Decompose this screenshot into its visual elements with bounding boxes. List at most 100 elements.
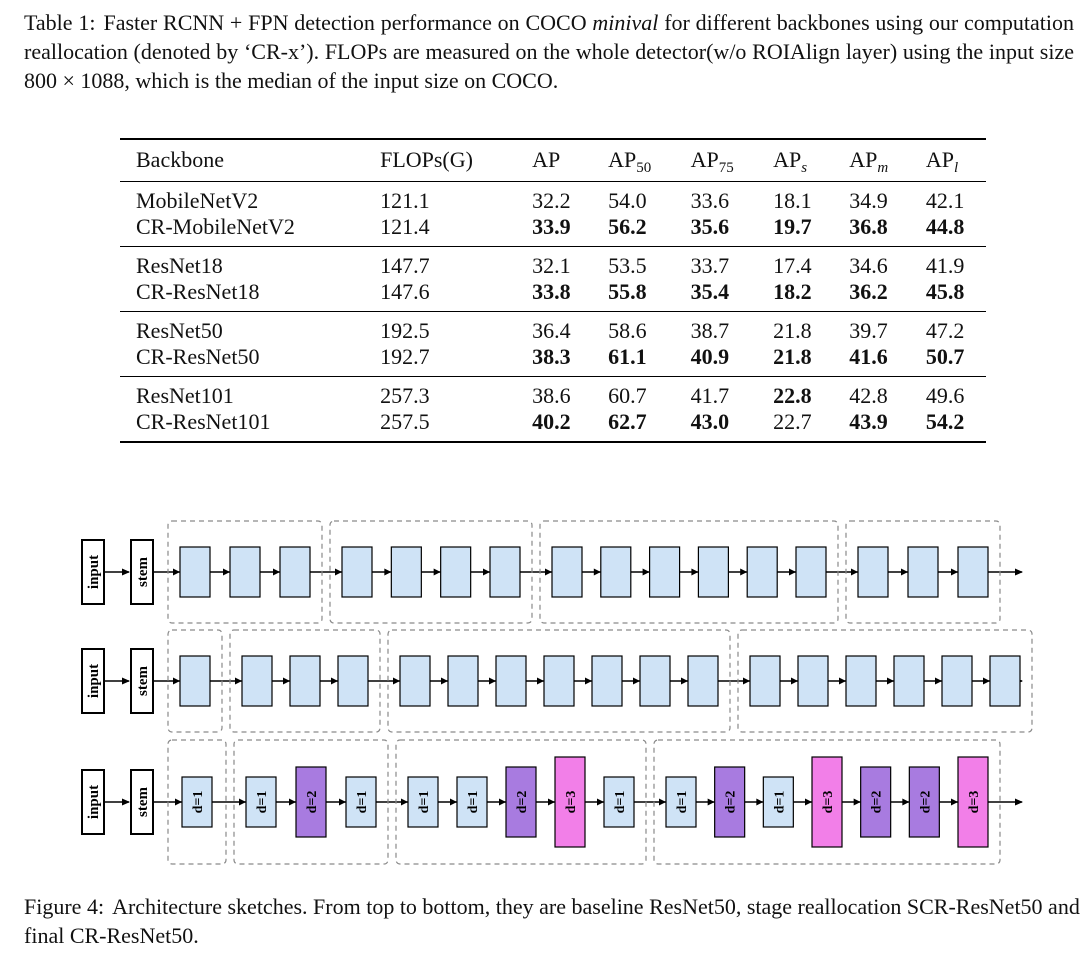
results-table: Backbone FLOPs(G) AP AP50 AP75 APs APm A… [120, 138, 986, 443]
block-arrowhead [384, 568, 392, 576]
cell-backbone: ResNet50 [136, 317, 223, 343]
cell-apl: 44.8 [925, 213, 965, 239]
block-arrowhead [805, 798, 812, 806]
block-plain [989, 655, 1021, 707]
table-row: MobileNetV2 121.1 32.2 54.0 33.6 18.1 34… [120, 181, 986, 214]
figure-caption-text: Architecture sketches. From top to botto… [24, 894, 1080, 948]
header-apl-main: AP [925, 147, 955, 173]
cell-ap75: 35.6 [690, 213, 730, 239]
table-group-resnet50: ResNet50 192.5 36.4 58.6 38.7 21.8 39.7 … [120, 311, 986, 376]
table-caption: Table 1: Faster RCNN + FPN detection perf… [24, 8, 1074, 95]
cell-aps: 21.8 [773, 317, 812, 343]
cell-aps: 18.2 [773, 278, 812, 304]
block-arrowhead [175, 798, 182, 806]
block-arrowhead [681, 677, 688, 685]
cell-apm: 39.7 [849, 317, 888, 343]
arch-row-stage-reallocation-scr-resnet50: input stem [81, 629, 1033, 733]
block-arrowhead [983, 677, 990, 685]
block-arrowhead [597, 798, 604, 806]
block-arrowhead [740, 568, 748, 576]
block-d3 [554, 756, 586, 848]
figure-caption: Figure 4: Architecture sketches. From top… [24, 892, 1080, 950]
cell-flops: 147.7 [380, 252, 430, 278]
block-plain [341, 546, 373, 598]
stem-label: stem [135, 557, 151, 587]
cell-ap75: 40.9 [690, 343, 730, 369]
block-arrowhead [839, 677, 846, 685]
header-aps-main: AP [773, 147, 802, 173]
cell-flops: 121.4 [380, 213, 430, 239]
cell-ap: 32.2 [532, 187, 571, 213]
cell-ap: 32.1 [532, 252, 571, 278]
cell-apm: 41.6 [849, 343, 888, 369]
table-caption-text-2: for different backbones using our comput… [24, 10, 1074, 93]
block-dilation-label: d=3 [564, 791, 579, 814]
block-plain [941, 655, 973, 707]
header-ap50-main: AP [608, 147, 637, 173]
block-arrowhead [593, 568, 601, 576]
stage-4-frame [737, 629, 1033, 733]
block-plain [543, 655, 575, 707]
block-plain [648, 546, 681, 598]
cell-apl: 45.8 [925, 278, 965, 304]
cell-apm: 36.8 [849, 213, 888, 239]
block-plain [551, 546, 583, 598]
header-apm: APm [833, 139, 910, 181]
block-arrowhead [289, 798, 296, 806]
block-arrowhead [450, 798, 457, 806]
cell-aps: 21.8 [773, 343, 812, 369]
cell-aps: 22.8 [773, 382, 812, 408]
header-backbone: Backbone [136, 147, 224, 173]
cell-aps: 22.7 [773, 408, 812, 434]
table-row: CR-ResNet18 147.6 33.8 55.8 35.4 18.2 36… [120, 279, 986, 312]
cell-backbone: CR-ResNet50 [136, 343, 260, 369]
stem-label: stem [135, 666, 151, 696]
cell-flops: 257.5 [380, 408, 430, 434]
block-d1 [762, 776, 794, 828]
cell-apm: 42.8 [849, 382, 888, 408]
cell-apl: 47.2 [925, 317, 965, 343]
header-apl: APl [910, 139, 986, 181]
block-plain [749, 655, 781, 707]
cell-ap75: 43.0 [690, 408, 730, 434]
block-d3 [811, 756, 843, 848]
cell-ap50: 56.2 [608, 213, 647, 239]
block-arrowhead [851, 568, 858, 576]
stage-3-frame [539, 520, 839, 624]
block-arrowhead [659, 798, 666, 806]
header-apl-sub: l [954, 160, 958, 176]
block-arrowhead [173, 677, 180, 685]
block-arrowhead [273, 568, 280, 576]
header-aps-sub-italic: s [801, 160, 808, 177]
cell-aps: 17.4 [773, 252, 812, 278]
block-plain [279, 546, 311, 598]
block-plain [893, 655, 925, 707]
cell-ap50: 54.0 [608, 187, 647, 213]
block-arrowhead [489, 677, 496, 685]
stage-2-frame [329, 520, 533, 624]
cell-backbone: CR-ResNet18 [136, 278, 260, 304]
stage-2-frame [229, 629, 381, 733]
block-plain [957, 546, 989, 598]
block-dilation-label: d=1 [675, 791, 690, 814]
block-dilation-label: d=2 [515, 791, 530, 814]
block-plain [229, 546, 261, 598]
cell-apl: 42.1 [925, 187, 965, 213]
cell-ap: 36.4 [532, 317, 571, 343]
header-ap75-main: AP [690, 147, 719, 173]
header-apm-sub-italic: m [877, 160, 889, 177]
block-dilation-label: d=1 [255, 791, 270, 814]
header-apm-sub: m [877, 160, 888, 176]
cell-backbone: CR-ResNet101 [136, 408, 271, 434]
block-plain [797, 655, 829, 707]
stage-1-frame [167, 739, 227, 865]
block-arrowhead [902, 798, 910, 806]
block-plain [907, 546, 939, 598]
block-plain [440, 546, 472, 598]
block-arrowhead [401, 798, 408, 806]
arch-row-baseline-resnet50: input stem [81, 520, 1023, 624]
header-aps: APs [757, 139, 833, 181]
block-arrowhead [951, 798, 958, 806]
block-arrowhead [548, 798, 555, 806]
block-d1 [603, 776, 635, 828]
